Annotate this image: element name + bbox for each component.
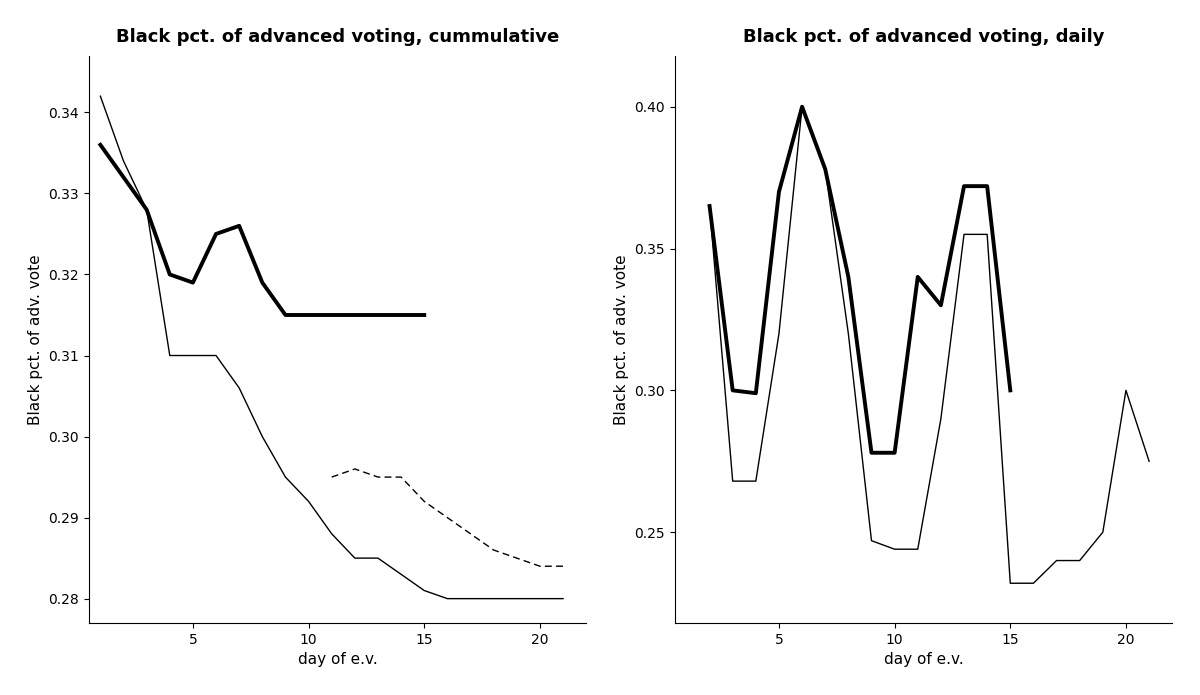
Y-axis label: Black pct. of adv. vote: Black pct. of adv. vote — [614, 254, 629, 425]
X-axis label: day of e.v.: day of e.v. — [298, 652, 377, 667]
Title: Black pct. of advanced voting, daily: Black pct. of advanced voting, daily — [743, 28, 1104, 46]
Title: Black pct. of advanced voting, cummulative: Black pct. of advanced voting, cummulati… — [116, 28, 559, 46]
Y-axis label: Black pct. of adv. vote: Black pct. of adv. vote — [28, 254, 43, 425]
X-axis label: day of e.v.: day of e.v. — [883, 652, 964, 667]
